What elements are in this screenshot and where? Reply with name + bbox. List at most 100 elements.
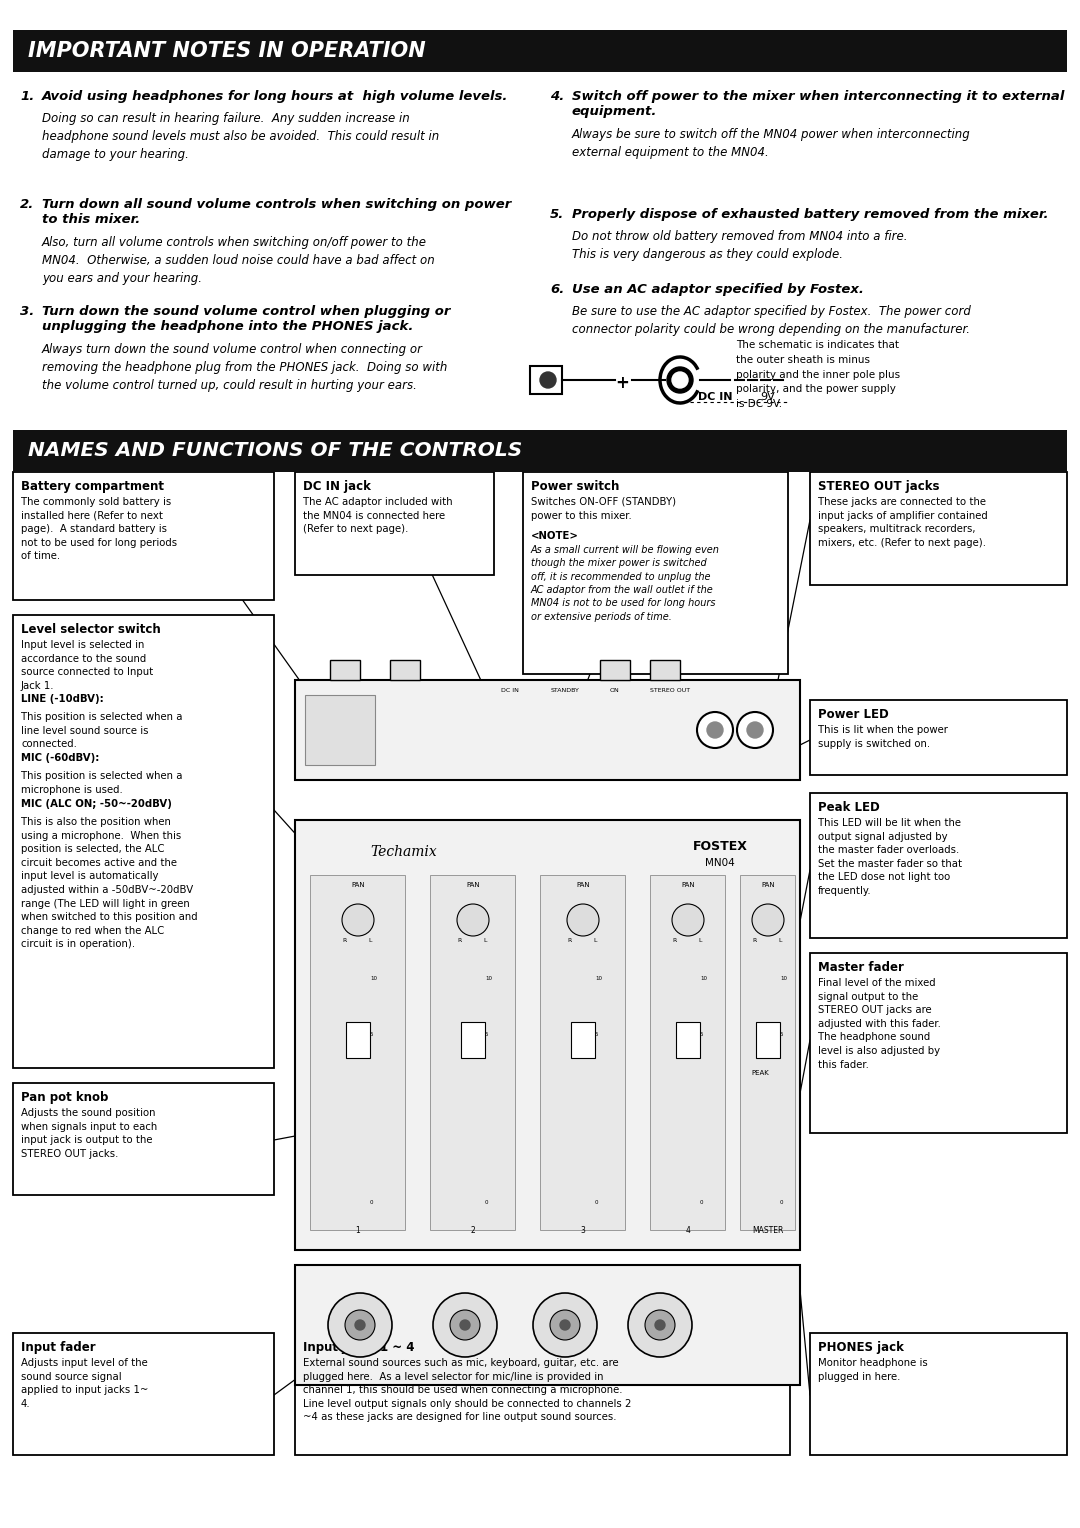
- Bar: [295, 1332, 789, 1455]
- Text: 10: 10: [485, 975, 492, 981]
- Text: MN04: MN04: [705, 859, 734, 868]
- Text: This is also the position when
using a microphone.  When this
position is select: This is also the position when using a m…: [21, 817, 198, 949]
- Text: IMPORTANT NOTES IN OPERATION: IMPORTANT NOTES IN OPERATION: [28, 41, 426, 61]
- Text: 5: 5: [485, 1033, 488, 1038]
- Text: 5.: 5.: [550, 208, 564, 222]
- Text: NAMES AND FUNCTIONS OF THE CONTROLS: NAMES AND FUNCTIONS OF THE CONTROLS: [28, 442, 523, 460]
- Bar: [676, 1022, 700, 1057]
- Text: Power switch: Power switch: [531, 480, 619, 494]
- Bar: [571, 1022, 595, 1057]
- Text: Battery compartment: Battery compartment: [21, 480, 164, 494]
- Text: This is lit when the power
supply is switched on.: This is lit when the power supply is swi…: [818, 724, 948, 749]
- Text: PAN: PAN: [351, 882, 365, 888]
- Text: Use an AC adaptor specified by Fostex.: Use an AC adaptor specified by Fostex.: [572, 283, 864, 296]
- Circle shape: [672, 371, 688, 388]
- Text: Doing so can result in hearing failure.  Any sudden increase in
headphone sound : Doing so can result in hearing failure. …: [42, 112, 440, 160]
- Bar: [540, 876, 625, 1230]
- Text: Adjusts input level of the
sound source signal
applied to input jacks 1~
4.: Adjusts input level of the sound source …: [21, 1358, 148, 1409]
- Text: 1.: 1.: [21, 90, 35, 102]
- Text: 2: 2: [471, 1225, 475, 1235]
- Text: ON: ON: [610, 688, 620, 694]
- Text: 0: 0: [595, 1199, 598, 1204]
- Bar: [310, 876, 405, 1230]
- Text: R: R: [752, 938, 756, 943]
- Text: This LED will be lit when the
output signal adjusted by
the master fader overloa: This LED will be lit when the output sig…: [818, 817, 962, 895]
- Circle shape: [550, 1309, 580, 1340]
- Text: L: L: [593, 938, 596, 943]
- Bar: [810, 793, 1067, 938]
- Text: Techamix: Techamix: [370, 845, 436, 859]
- Text: Properly dispose of exhausted battery removed from the mixer.: Properly dispose of exhausted battery re…: [572, 208, 1049, 222]
- Text: MIC (ALC ON; -50~-20dBV): MIC (ALC ON; -50~-20dBV): [21, 799, 172, 808]
- Text: R: R: [457, 938, 461, 943]
- Text: 0: 0: [485, 1199, 488, 1204]
- Bar: [756, 1022, 780, 1057]
- Text: Master fader: Master fader: [818, 961, 904, 973]
- Text: As a small current will be flowing even
though the mixer power is switched
off, : As a small current will be flowing even …: [531, 545, 720, 622]
- Bar: [295, 680, 800, 779]
- Text: 4: 4: [686, 1225, 690, 1235]
- Text: Adjusts the sound position
when signals input to each
input jack is output to th: Adjusts the sound position when signals …: [21, 1108, 158, 1158]
- Text: The commonly sold battery is
installed here (Refer to next
page).  A standard ba: The commonly sold battery is installed h…: [21, 497, 177, 561]
- Circle shape: [707, 723, 723, 738]
- Text: Be sure to use the AC adaptor specified by Fostex.  The power cord
connector pol: Be sure to use the AC adaptor specified …: [572, 306, 971, 336]
- Text: PAN: PAN: [577, 882, 590, 888]
- Text: 3: 3: [581, 1225, 585, 1235]
- Bar: [810, 700, 1067, 775]
- Circle shape: [654, 1320, 665, 1329]
- Text: L: L: [483, 938, 486, 943]
- Text: Always be sure to switch off the MN04 power when interconnecting
external equipm: Always be sure to switch off the MN04 po…: [572, 128, 971, 159]
- Text: R: R: [672, 938, 676, 943]
- Text: Level selector switch: Level selector switch: [21, 623, 161, 636]
- Text: L: L: [778, 938, 782, 943]
- Circle shape: [433, 1293, 497, 1357]
- Bar: [13, 31, 1067, 72]
- Bar: [13, 472, 274, 601]
- Bar: [650, 876, 725, 1230]
- Circle shape: [561, 1320, 570, 1329]
- Circle shape: [328, 1293, 392, 1357]
- Circle shape: [645, 1309, 675, 1340]
- Text: Monitor headphone is
plugged in here.: Monitor headphone is plugged in here.: [818, 1358, 928, 1381]
- Bar: [346, 1022, 370, 1057]
- Text: PAN: PAN: [467, 882, 480, 888]
- Text: This position is selected when a
microphone is used.: This position is selected when a microph…: [21, 772, 183, 795]
- Bar: [295, 472, 494, 575]
- Text: R: R: [342, 938, 347, 943]
- Text: The AC adaptor included with
the MN04 is connected here
(Refer to next page).: The AC adaptor included with the MN04 is…: [303, 497, 453, 535]
- Text: These jacks are connected to the
input jacks of amplifier contained
speakers, mu: These jacks are connected to the input j…: [818, 497, 988, 549]
- Text: STEREO OUT jacks: STEREO OUT jacks: [818, 480, 940, 494]
- Text: Avoid using headphones for long hours at  high volume levels.: Avoid using headphones for long hours at…: [42, 90, 509, 102]
- Bar: [523, 472, 788, 674]
- Circle shape: [752, 905, 784, 937]
- Bar: [390, 660, 420, 680]
- Text: R: R: [567, 938, 571, 943]
- Text: 10: 10: [595, 975, 602, 981]
- Text: 0: 0: [780, 1199, 783, 1204]
- Bar: [13, 1332, 274, 1455]
- Text: 5: 5: [780, 1033, 783, 1038]
- Circle shape: [450, 1309, 480, 1340]
- Bar: [330, 660, 360, 680]
- Text: PAN: PAN: [681, 882, 694, 888]
- Bar: [810, 472, 1067, 585]
- Text: 5: 5: [370, 1033, 374, 1038]
- Bar: [530, 367, 562, 394]
- Text: LINE (-10dBV):: LINE (-10dBV):: [21, 694, 104, 704]
- Circle shape: [534, 1293, 597, 1357]
- Text: Peak LED: Peak LED: [818, 801, 880, 814]
- Circle shape: [672, 905, 704, 937]
- Bar: [810, 953, 1067, 1132]
- Circle shape: [567, 905, 599, 937]
- Bar: [305, 695, 375, 766]
- Text: Always turn down the sound volume control when connecting or
removing the headph: Always turn down the sound volume contro…: [42, 342, 447, 393]
- Circle shape: [737, 712, 773, 749]
- Text: Turn down all sound volume controls when switching on power
to this mixer.: Turn down all sound volume controls when…: [42, 199, 511, 226]
- Circle shape: [540, 371, 556, 388]
- Text: DC IN jack: DC IN jack: [303, 480, 370, 494]
- Text: 9V: 9V: [760, 393, 774, 402]
- Text: DC IN: DC IN: [501, 688, 518, 694]
- Bar: [810, 1332, 1067, 1455]
- Circle shape: [697, 712, 733, 749]
- Text: 5: 5: [595, 1033, 598, 1038]
